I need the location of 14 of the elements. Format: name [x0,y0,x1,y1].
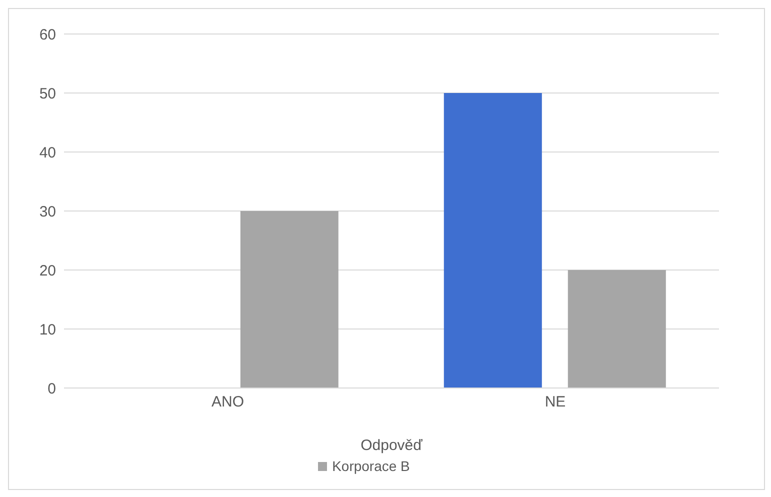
y-tick-label: 50 [39,85,56,102]
bar [240,211,338,388]
x-axis-title: Odpověď [360,437,424,454]
x-tick-label: NE [544,394,566,411]
legend-label: Korporace B [331,458,410,474]
y-tick-label: 60 [39,26,56,44]
y-tick-label: 10 [39,321,56,338]
y-tick-label: 30 [39,203,56,220]
x-tick-label: ANO [211,394,244,411]
y-tick-label: 40 [39,144,56,162]
y-tick-label: 20 [39,262,56,280]
y-tick-label: 0 [48,380,56,398]
bar [444,93,542,388]
bar [568,270,666,388]
